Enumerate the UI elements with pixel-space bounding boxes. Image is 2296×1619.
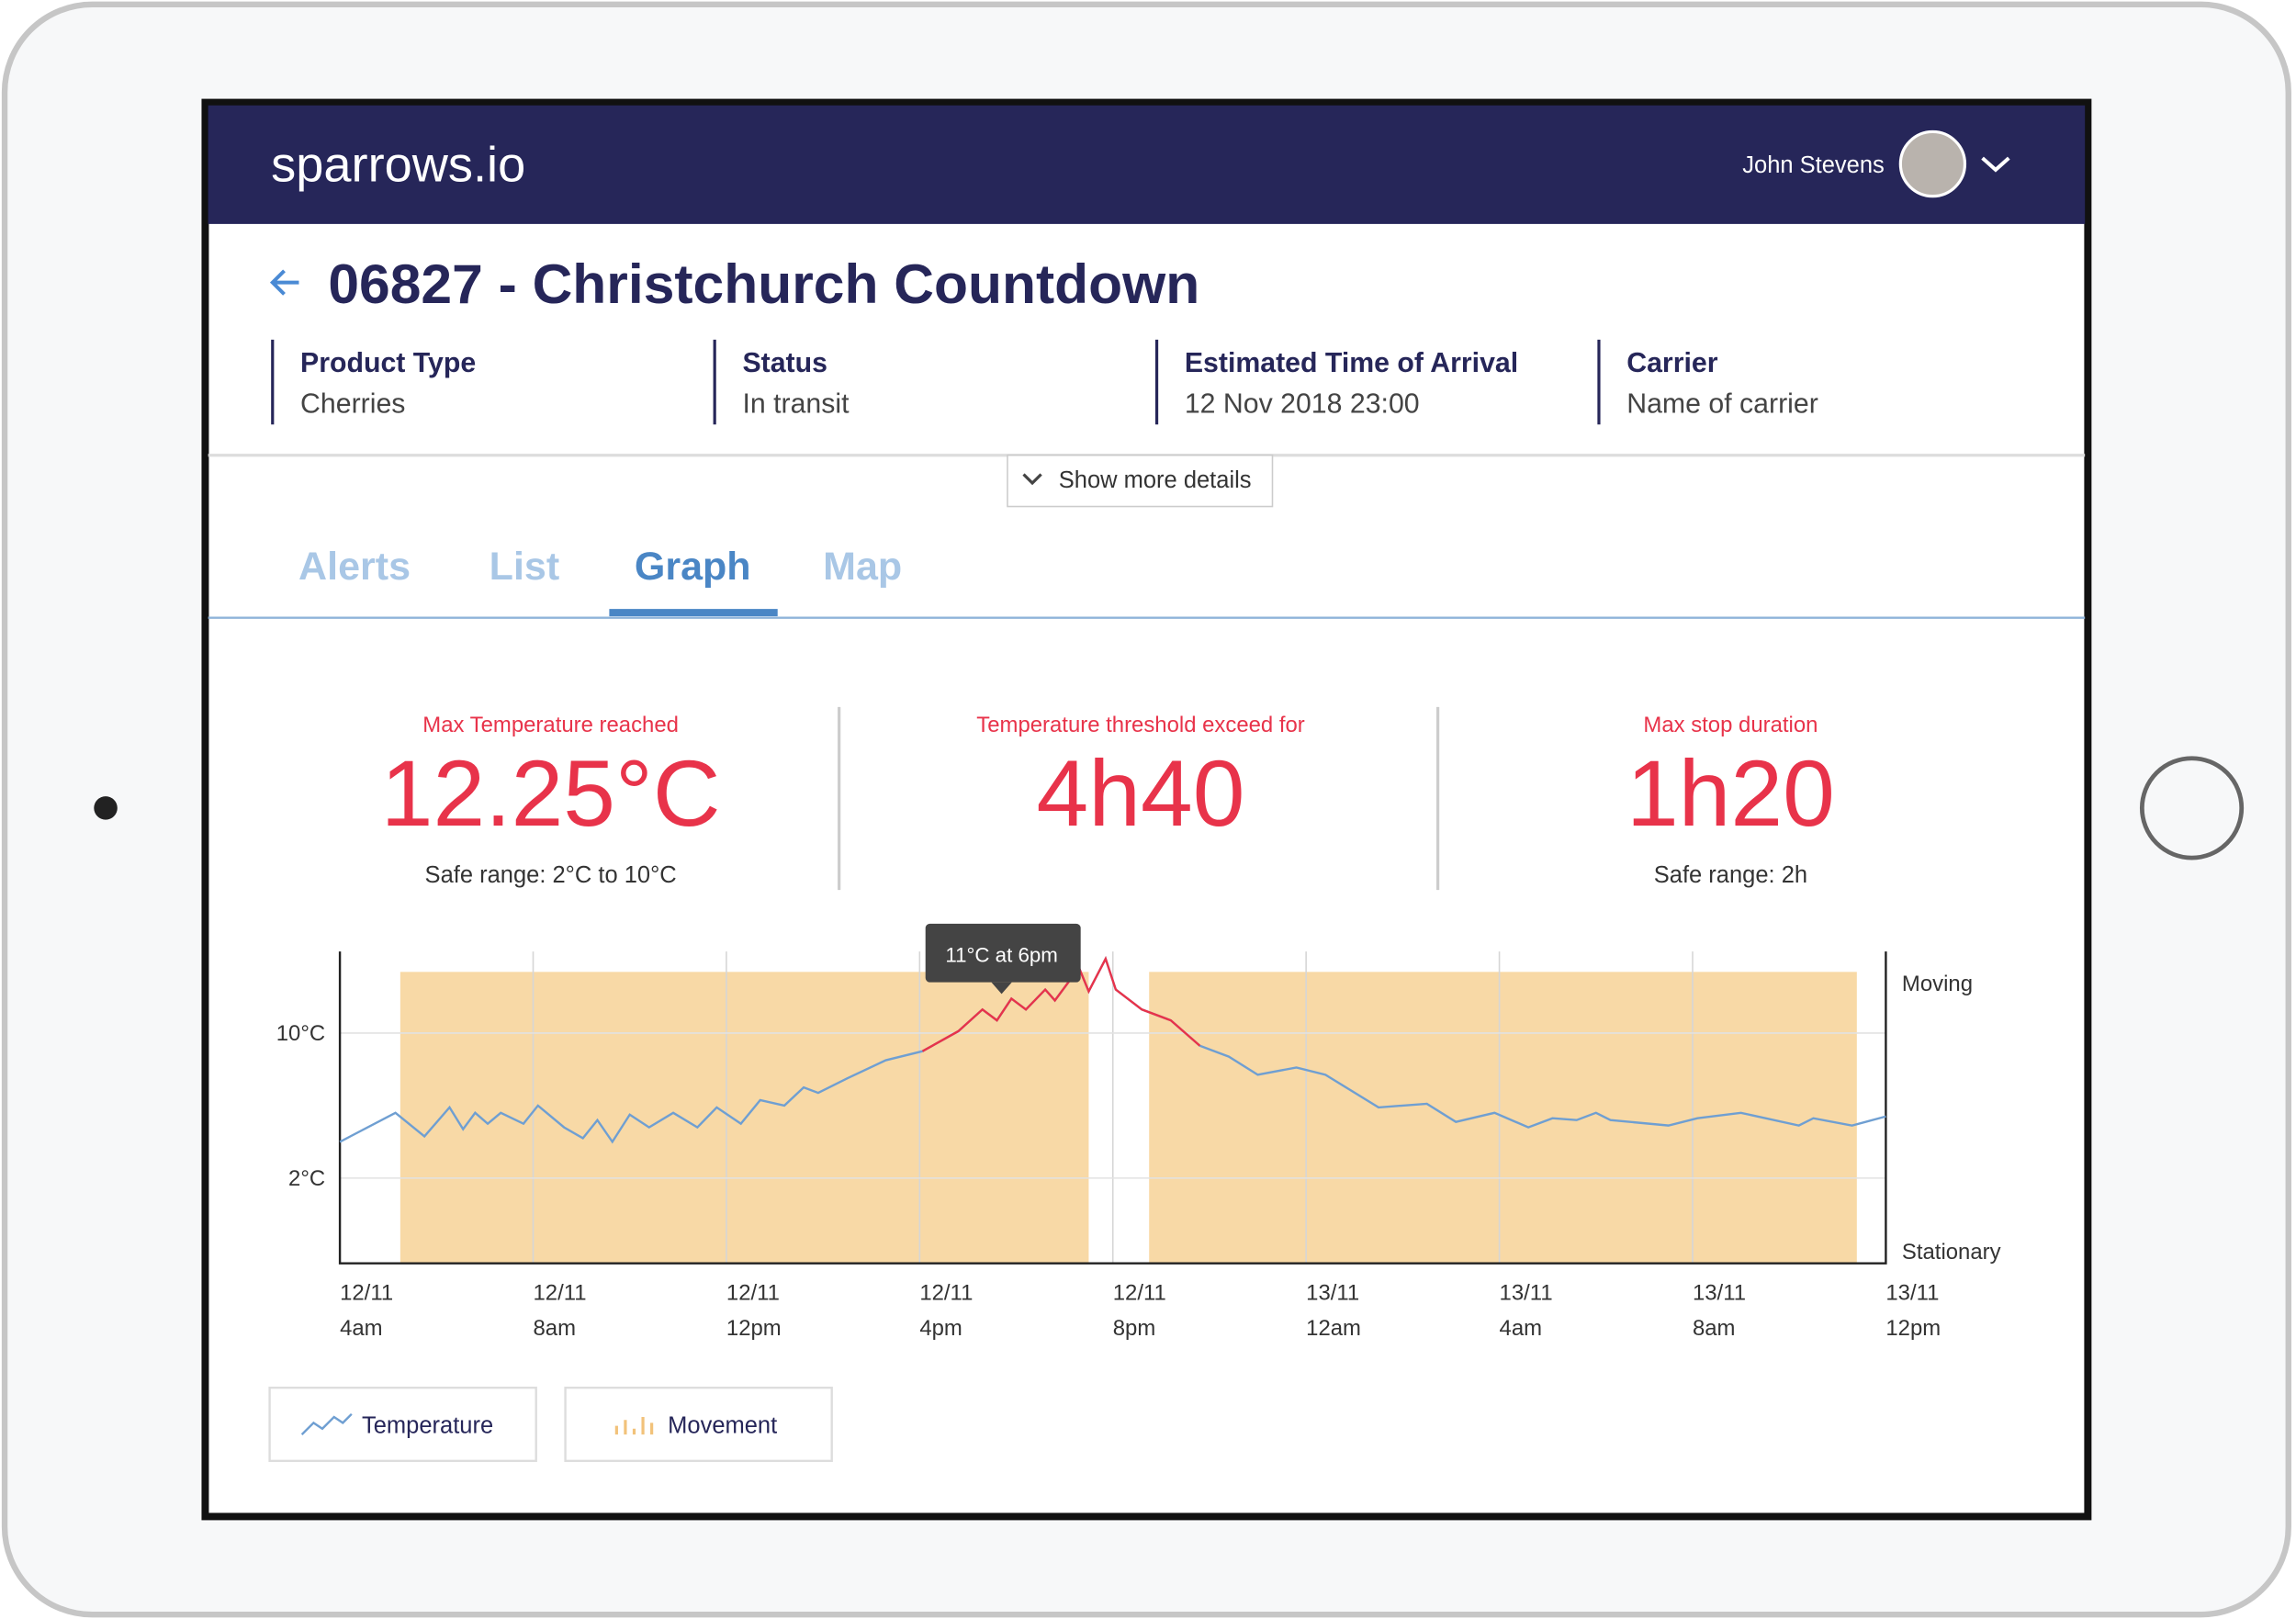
camera xyxy=(94,796,118,820)
x-tick-label: 12/11 8am xyxy=(534,1281,587,1341)
top-bar xyxy=(208,105,2086,224)
x-tick-label: 13/11 4am xyxy=(1500,1281,1553,1341)
stat-label: Max stop duration xyxy=(1643,713,1818,737)
field-value: In transit xyxy=(742,389,850,420)
back-arrow[interactable] xyxy=(269,269,299,296)
tooltip-box xyxy=(925,923,1081,983)
stat-value: 1h20 xyxy=(1626,741,1835,846)
x-tick-label: 13/11 12am xyxy=(1306,1281,1361,1341)
field-label: Product Type xyxy=(300,348,476,378)
avatar[interactable] xyxy=(1898,129,1967,198)
x-tick-label: 12/11 12pm xyxy=(726,1281,782,1341)
field-label: Estimated Time of Arrival xyxy=(1185,348,1518,378)
x-tick-label: 12/11 8pm xyxy=(1113,1281,1166,1341)
stat-value: 4h40 xyxy=(1037,741,1245,846)
legend-button[interactable] xyxy=(564,1386,833,1463)
x-tick-label: 12/11 4pm xyxy=(919,1281,973,1341)
tab[interactable]: Alerts xyxy=(298,545,411,589)
x-tick-label: 13/11 12pm xyxy=(1885,1281,1941,1341)
user-name[interactable]: John Stevens xyxy=(1742,152,1885,178)
logo[interactable]: sparrows.io xyxy=(271,138,525,193)
chevron xyxy=(1022,473,1042,486)
y2-tick-label: Stationary xyxy=(1902,1240,2001,1265)
stat-value: 12.25°C xyxy=(381,741,721,846)
show-more-text[interactable]: Show more details xyxy=(1059,467,1252,493)
field-value: Cherries xyxy=(300,389,405,420)
tab-underline xyxy=(609,609,778,617)
tab[interactable]: Map xyxy=(823,545,902,589)
legend-label[interactable]: Movement xyxy=(668,1413,777,1439)
show-more-button[interactable] xyxy=(1007,454,1274,508)
user-menu-chevron[interactable] xyxy=(1981,156,2010,173)
axes xyxy=(338,951,1887,1265)
info-fields: Product Type Cherries Status In transit Esti… xyxy=(271,339,1818,425)
x-tick-label: 12/11 4am xyxy=(340,1281,393,1341)
shipment-title: 06827 - Christchurch Countdown xyxy=(328,253,1199,315)
temperature-alert-line xyxy=(921,955,1201,1052)
legend-label[interactable]: Temperature xyxy=(362,1413,493,1439)
tab[interactable]: List xyxy=(490,545,559,589)
home-button[interactable] xyxy=(2139,756,2245,860)
x-tick-label: 13/11 8am xyxy=(1693,1281,1746,1341)
stat-label: Temperature threshold exceed for xyxy=(976,713,1305,737)
screen xyxy=(201,98,2092,1521)
tab-active[interactable]: Graph xyxy=(635,545,751,589)
legend-icon xyxy=(614,1417,654,1435)
field-value: Name of carrier xyxy=(1626,389,1818,420)
tooltip-text: 11°C at 6pm xyxy=(945,943,1058,966)
field-value: 12 Nov 2018 23:00 xyxy=(1185,389,1420,420)
y2-tick-label: Moving xyxy=(1902,972,1973,996)
stat-note: Safe range: 2°C to 10°C xyxy=(425,862,677,888)
field-label: Carrier xyxy=(1626,348,1717,378)
chart: 12/11 4am 12/11 8am 12/11 12pm 12/11 4pm 12/11 8p… xyxy=(276,951,2001,1341)
stat-note: Safe range: 2h xyxy=(1654,862,1807,888)
legend-icon xyxy=(300,1412,353,1435)
stat-label: Max Temperature reached xyxy=(422,713,679,737)
field-label: Status xyxy=(742,348,827,378)
y-tick-label: 2°C xyxy=(288,1166,325,1191)
tooltip-pointer xyxy=(991,982,1012,995)
y-tick-label: 10°C xyxy=(276,1021,325,1046)
